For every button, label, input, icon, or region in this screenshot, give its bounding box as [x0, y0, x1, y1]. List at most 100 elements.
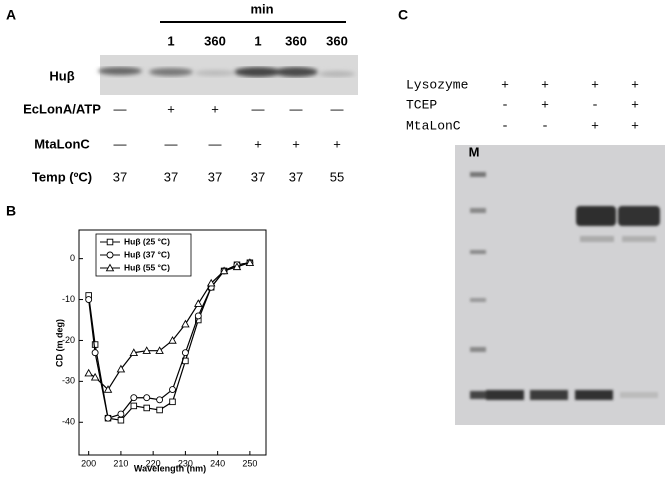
x-axis-label: Wavelength (nm): [134, 463, 206, 473]
time-point: 360: [326, 33, 348, 48]
marker: [194, 299, 203, 307]
cell: —: [165, 136, 178, 151]
marker: [156, 396, 164, 404]
x-tick-label: 250: [242, 458, 257, 468]
cell: —: [290, 101, 303, 116]
marker: [169, 386, 176, 393]
legend-label: Huβ (37 °C): [124, 249, 170, 259]
marker: [169, 398, 176, 406]
row-label: MtaLonC: [34, 136, 90, 151]
x-tick-label: 240: [210, 458, 225, 468]
row-label: Temp (ºC): [32, 169, 92, 184]
marker: [105, 263, 115, 272]
marker: [143, 394, 151, 402]
cell: +: [254, 136, 262, 151]
blot-bands: [98, 67, 355, 77]
cell: -: [501, 118, 509, 133]
marker: [91, 349, 99, 357]
marker: [155, 346, 164, 354]
time-point: 1: [254, 33, 261, 48]
cell: —: [209, 136, 222, 151]
marker: [91, 341, 99, 348]
y-tick-label: -40: [62, 417, 75, 427]
panel-c: C M: [398, 7, 665, 425]
blot-label: Huβ: [49, 68, 74, 83]
y-tick-label: -20: [62, 335, 75, 345]
cell: —: [114, 101, 127, 116]
cell: +: [292, 136, 300, 151]
row-label: TCEP: [406, 97, 437, 112]
time-point: 1: [167, 33, 174, 48]
cell: 55: [330, 169, 344, 184]
y-tick-label: -30: [62, 376, 75, 386]
marker: [130, 402, 138, 410]
time-point: 360: [285, 33, 307, 48]
marker: [156, 406, 163, 414]
plot-frame: [78, 229, 267, 456]
marker: [181, 319, 190, 328]
cell: —: [114, 136, 127, 151]
row-label: EcLonA/ATP: [23, 101, 101, 116]
cell: +: [541, 97, 549, 112]
cell: —: [331, 101, 344, 116]
marker: [116, 364, 126, 373]
panel-a: A min Huβ 1 360 1 360 360 EcLonA/ATP — + + — — — Mta…: [6, 1, 358, 184]
cell: +: [501, 77, 509, 92]
cell: 37: [289, 169, 303, 184]
marker: [85, 296, 93, 303]
marker: [106, 251, 114, 259]
x-tick-label: 200: [81, 458, 96, 468]
panel-label: A: [6, 7, 16, 23]
cell: +: [631, 97, 639, 112]
marker: [106, 238, 114, 246]
marker: [181, 349, 189, 357]
series-line: [88, 262, 250, 421]
marker: [143, 404, 150, 412]
marker: [117, 410, 125, 418]
marker: [168, 336, 177, 344]
marker: [90, 372, 100, 381]
row-label: Lysozyme: [406, 77, 468, 92]
series-line: [88, 262, 250, 419]
x-tick-label: 220: [146, 458, 161, 468]
x-tick-label: 210: [113, 458, 128, 468]
marker: [104, 414, 112, 422]
cell: +: [167, 101, 175, 116]
cell: +: [541, 77, 549, 92]
cell: 37: [164, 169, 178, 184]
cell: -: [501, 97, 509, 112]
marker-label: M: [469, 144, 480, 159]
y-tick-label: 0: [70, 253, 75, 263]
marker: [142, 346, 151, 354]
marker: [232, 262, 242, 271]
cell: +: [211, 101, 219, 116]
time-point: 360: [204, 33, 226, 48]
marker: [84, 368, 93, 377]
cell: +: [631, 77, 639, 92]
marker: [130, 394, 138, 402]
time-unit: min: [250, 1, 273, 16]
gel-bands: [470, 172, 660, 400]
cell: +: [631, 118, 639, 133]
y-tick-label: -10: [62, 294, 75, 304]
marker: [206, 278, 216, 287]
marker: [129, 348, 139, 356]
cell: -: [591, 97, 599, 112]
panel-b: B Wavelength (nm) CD (m deg): [6, 203, 206, 474]
marker: [245, 258, 255, 266]
marker: [194, 312, 202, 320]
marker: [117, 416, 125, 424]
cell: 37: [113, 169, 127, 184]
y-axis-label: CD (m deg): [54, 319, 64, 367]
cell: 37: [208, 169, 222, 184]
x-tick-label: 230: [178, 458, 193, 468]
marker: [103, 385, 113, 393]
cell: -: [541, 118, 549, 133]
legend-label: Huβ (25 °C): [124, 236, 170, 246]
series-line: [88, 262, 251, 391]
row-label: MtaLonC: [406, 118, 461, 133]
gel: [455, 145, 665, 425]
cell: —: [252, 101, 265, 116]
cell: 37: [251, 169, 265, 184]
